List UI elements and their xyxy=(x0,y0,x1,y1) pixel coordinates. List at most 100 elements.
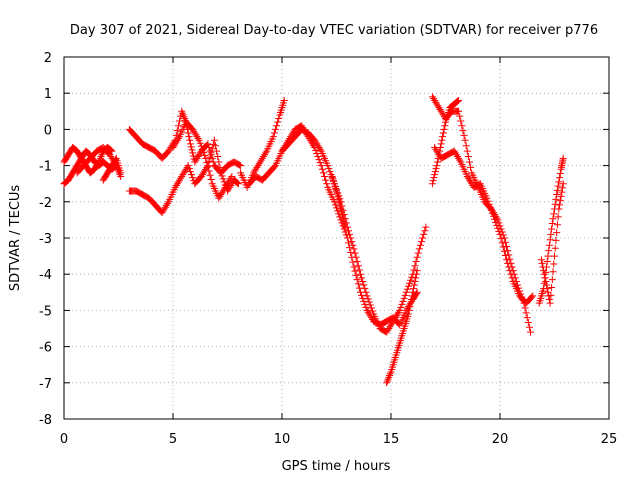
data-point xyxy=(412,270,420,278)
data-point xyxy=(235,161,243,169)
data-point xyxy=(508,274,516,282)
data-point xyxy=(280,96,288,104)
data-point xyxy=(318,165,326,173)
data-point xyxy=(97,153,105,161)
data-point xyxy=(315,144,323,151)
data-point xyxy=(356,270,364,278)
data-point xyxy=(430,95,438,103)
data-point xyxy=(95,158,103,166)
data-point xyxy=(269,133,277,141)
data-point xyxy=(173,127,181,135)
data-point xyxy=(386,372,394,380)
data-point xyxy=(159,207,167,215)
data-point xyxy=(498,239,506,247)
data-point xyxy=(467,163,475,171)
data-point xyxy=(456,112,464,120)
data-point xyxy=(556,169,564,177)
data-point xyxy=(432,165,440,173)
data-point xyxy=(174,134,182,142)
data-point xyxy=(555,178,563,186)
data-point xyxy=(388,319,396,327)
data-point xyxy=(455,96,463,104)
data-point xyxy=(161,203,169,211)
y-tick-label: -6 xyxy=(39,341,52,356)
data-point xyxy=(166,145,174,153)
data-point xyxy=(253,163,261,171)
data-points xyxy=(60,93,567,387)
data-point xyxy=(391,314,399,322)
data-point xyxy=(117,169,125,177)
data-point xyxy=(360,281,368,289)
data-point xyxy=(452,151,460,159)
data-point xyxy=(398,300,406,308)
data-point xyxy=(499,231,507,239)
data-point xyxy=(193,154,201,162)
data-point xyxy=(215,158,223,166)
data-point xyxy=(407,296,415,304)
data-point xyxy=(164,200,172,208)
data-point xyxy=(275,115,283,123)
data-point xyxy=(339,214,347,222)
data-point xyxy=(184,129,192,137)
data-point xyxy=(337,205,345,213)
data-point xyxy=(451,149,459,157)
data-point xyxy=(325,165,333,173)
series-s17 xyxy=(537,180,567,307)
data-point xyxy=(401,291,409,299)
data-point xyxy=(347,234,355,242)
y-tick-label: -2 xyxy=(39,196,52,211)
data-point xyxy=(219,187,227,195)
data-point xyxy=(344,239,352,247)
data-point xyxy=(350,245,358,253)
data-point xyxy=(205,144,213,151)
data-point xyxy=(324,162,332,170)
data-point xyxy=(195,151,203,159)
data-point xyxy=(407,276,415,284)
data-point xyxy=(270,163,278,171)
data-point xyxy=(557,192,565,200)
data-point xyxy=(195,136,203,144)
data-point xyxy=(506,255,514,263)
data-point xyxy=(386,323,394,331)
data-point xyxy=(316,159,324,167)
data-point xyxy=(436,144,444,151)
data-point xyxy=(554,213,562,221)
data-point xyxy=(549,268,557,276)
data-point xyxy=(214,153,222,161)
series-s16 xyxy=(535,154,567,307)
data-point xyxy=(468,180,476,188)
data-point xyxy=(410,266,418,274)
data-point xyxy=(216,192,224,200)
data-point xyxy=(185,165,193,173)
data-point xyxy=(352,271,360,279)
data-point xyxy=(366,301,374,309)
data-point xyxy=(411,262,419,270)
data-point xyxy=(312,147,320,155)
data-point xyxy=(174,122,182,130)
data-point xyxy=(433,162,441,170)
data-point xyxy=(385,373,393,381)
data-point xyxy=(396,306,404,314)
data-point xyxy=(556,174,564,182)
data-point xyxy=(548,276,556,284)
data-point xyxy=(338,211,346,219)
data-point xyxy=(408,292,416,300)
data-point xyxy=(500,234,508,242)
y-tick-label: 0 xyxy=(44,123,52,138)
data-point xyxy=(224,180,231,188)
data-point xyxy=(180,113,188,121)
data-point xyxy=(319,169,327,177)
data-point xyxy=(213,147,221,155)
data-point xyxy=(553,229,561,237)
y-tick-label: 2 xyxy=(44,51,52,66)
data-point xyxy=(434,102,442,110)
data-point xyxy=(406,279,414,287)
data-point xyxy=(390,315,398,323)
data-point xyxy=(217,169,225,177)
data-point xyxy=(273,122,281,130)
x-tick-label: 25 xyxy=(601,432,618,447)
data-point xyxy=(262,149,270,157)
data-point xyxy=(521,304,529,312)
data-point xyxy=(545,247,553,255)
